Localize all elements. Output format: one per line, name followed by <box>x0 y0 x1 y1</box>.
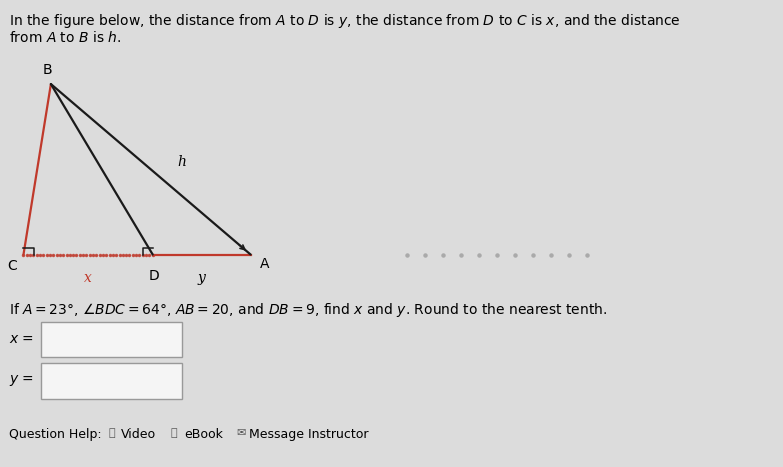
Text: D: D <box>149 269 160 283</box>
Text: Video: Video <box>121 428 157 441</box>
Text: y: y <box>197 271 206 285</box>
Text: x: x <box>84 271 92 285</box>
Text: 📄: 📄 <box>171 428 177 438</box>
Text: 📹: 📹 <box>108 428 114 438</box>
Text: $y$ =: $y$ = <box>9 373 34 388</box>
FancyBboxPatch shape <box>41 322 182 357</box>
Text: If $A = 23°$, $\angle BDC = 64°$, $AB = 20$, and $DB = 9$, find $x$ and $y$. Rou: If $A = 23°$, $\angle BDC = 64°$, $AB = … <box>9 301 608 319</box>
Text: In the figure below, the distance from $A$ to $D$ is $y$, the distance from $D$ : In the figure below, the distance from $… <box>9 12 681 30</box>
Text: C: C <box>8 259 17 273</box>
Text: A: A <box>260 257 269 271</box>
Text: eBook: eBook <box>184 428 223 441</box>
FancyBboxPatch shape <box>41 363 182 399</box>
Text: from $A$ to $B$ is $h$.: from $A$ to $B$ is $h$. <box>9 30 121 45</box>
Text: B: B <box>42 63 52 77</box>
Text: $x$ =: $x$ = <box>9 332 34 346</box>
Text: ✉: ✉ <box>236 428 246 438</box>
Text: Message Instructor: Message Instructor <box>249 428 369 441</box>
Text: h: h <box>178 156 186 169</box>
Text: Question Help:: Question Help: <box>9 428 102 441</box>
